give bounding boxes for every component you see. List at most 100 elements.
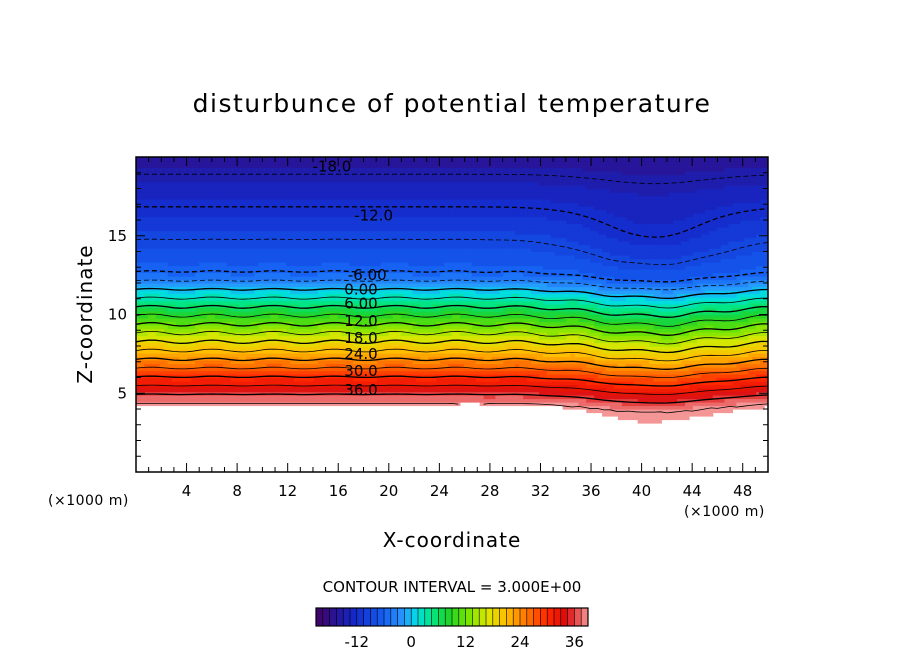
field-cell xyxy=(274,160,279,165)
field-cell xyxy=(139,314,145,319)
field-cell xyxy=(147,195,153,200)
field-cell xyxy=(242,171,248,176)
field-cell xyxy=(384,384,390,389)
field-cell xyxy=(404,363,410,368)
field-cell xyxy=(321,381,327,386)
field-cell xyxy=(282,290,287,295)
field-cell xyxy=(369,290,374,295)
field-cell xyxy=(369,248,374,253)
field-cell xyxy=(215,377,220,382)
field-cell xyxy=(345,370,350,375)
field-cell xyxy=(365,328,370,333)
field-cell xyxy=(151,213,157,218)
field-cell xyxy=(384,314,390,319)
field-cell xyxy=(215,395,220,400)
field-cell xyxy=(262,384,267,389)
field-cell xyxy=(218,248,224,253)
field-cell xyxy=(143,332,149,337)
field-cell xyxy=(147,181,153,186)
field-cell xyxy=(400,276,406,281)
field-cell xyxy=(305,262,311,267)
field-cell xyxy=(408,255,414,260)
field-cell xyxy=(250,321,256,326)
field-cell xyxy=(187,293,192,298)
field-cell xyxy=(369,262,374,267)
field-cell xyxy=(266,318,271,323)
field-cell xyxy=(297,251,303,256)
field-cell xyxy=(294,255,299,260)
field-cell xyxy=(309,185,315,190)
field-cell xyxy=(305,188,311,193)
field-cell xyxy=(345,188,350,193)
field-cell xyxy=(211,353,216,358)
field-cell xyxy=(345,244,350,249)
field-cell xyxy=(388,300,394,305)
field-cell xyxy=(301,160,307,165)
field-cell xyxy=(333,181,339,186)
field-cell xyxy=(175,370,181,375)
field-cell xyxy=(246,241,252,246)
field-cell xyxy=(388,377,394,382)
field-cell xyxy=(151,311,157,316)
field-cell xyxy=(151,307,157,312)
field-cell xyxy=(175,363,181,368)
field-cell xyxy=(163,195,169,200)
field-cell xyxy=(270,339,275,344)
field-cell xyxy=(234,258,240,263)
field-cell xyxy=(207,244,212,249)
field-cell xyxy=(191,342,196,347)
field-cell xyxy=(147,370,153,375)
field-cell xyxy=(305,370,311,375)
field-cell xyxy=(266,321,271,326)
field-cell xyxy=(313,286,319,291)
field-cell xyxy=(333,237,339,242)
field-cell xyxy=(151,353,157,358)
field-cell xyxy=(254,318,260,323)
field-cell xyxy=(246,339,252,344)
field-cell xyxy=(305,321,311,326)
field-cell xyxy=(286,216,291,221)
field-cell xyxy=(309,279,315,284)
field-cell xyxy=(392,290,398,295)
field-cell xyxy=(313,269,319,274)
field-cell xyxy=(136,283,141,288)
field-cell xyxy=(203,237,208,242)
field-cell xyxy=(274,178,279,183)
field-cell xyxy=(329,314,335,319)
field-cell xyxy=(226,300,232,305)
field-cell xyxy=(380,290,386,295)
field-cell xyxy=(226,398,232,403)
field-cell xyxy=(349,377,354,382)
field-cell xyxy=(167,328,173,333)
field-cell xyxy=(278,258,283,263)
field-cell xyxy=(147,290,153,295)
field-cell xyxy=(408,314,414,319)
field-cell xyxy=(333,353,339,358)
field-cell xyxy=(175,384,181,389)
field-cell xyxy=(250,381,256,386)
field-cell xyxy=(266,346,271,351)
field-cell xyxy=(388,384,394,389)
field-cell xyxy=(187,307,192,312)
field-cell xyxy=(396,300,402,305)
field-cell xyxy=(230,370,236,375)
field-cell xyxy=(270,164,275,169)
field-cell xyxy=(163,262,169,267)
field-cell xyxy=(191,377,196,382)
field-cell xyxy=(207,300,212,305)
field-cell xyxy=(266,248,271,253)
field-cell xyxy=(175,192,181,197)
field-cell xyxy=(175,342,181,347)
field-cell xyxy=(139,209,145,214)
field-cell xyxy=(191,272,196,277)
field-cell xyxy=(254,202,260,207)
field-cell xyxy=(408,244,414,249)
field-cell xyxy=(349,237,354,242)
field-cell xyxy=(199,181,204,186)
field-cell xyxy=(179,307,184,312)
field-cell xyxy=(258,370,263,375)
field-cell xyxy=(341,290,346,295)
field-cell xyxy=(369,321,374,326)
field-cell xyxy=(373,262,378,267)
field-cell xyxy=(349,395,354,400)
